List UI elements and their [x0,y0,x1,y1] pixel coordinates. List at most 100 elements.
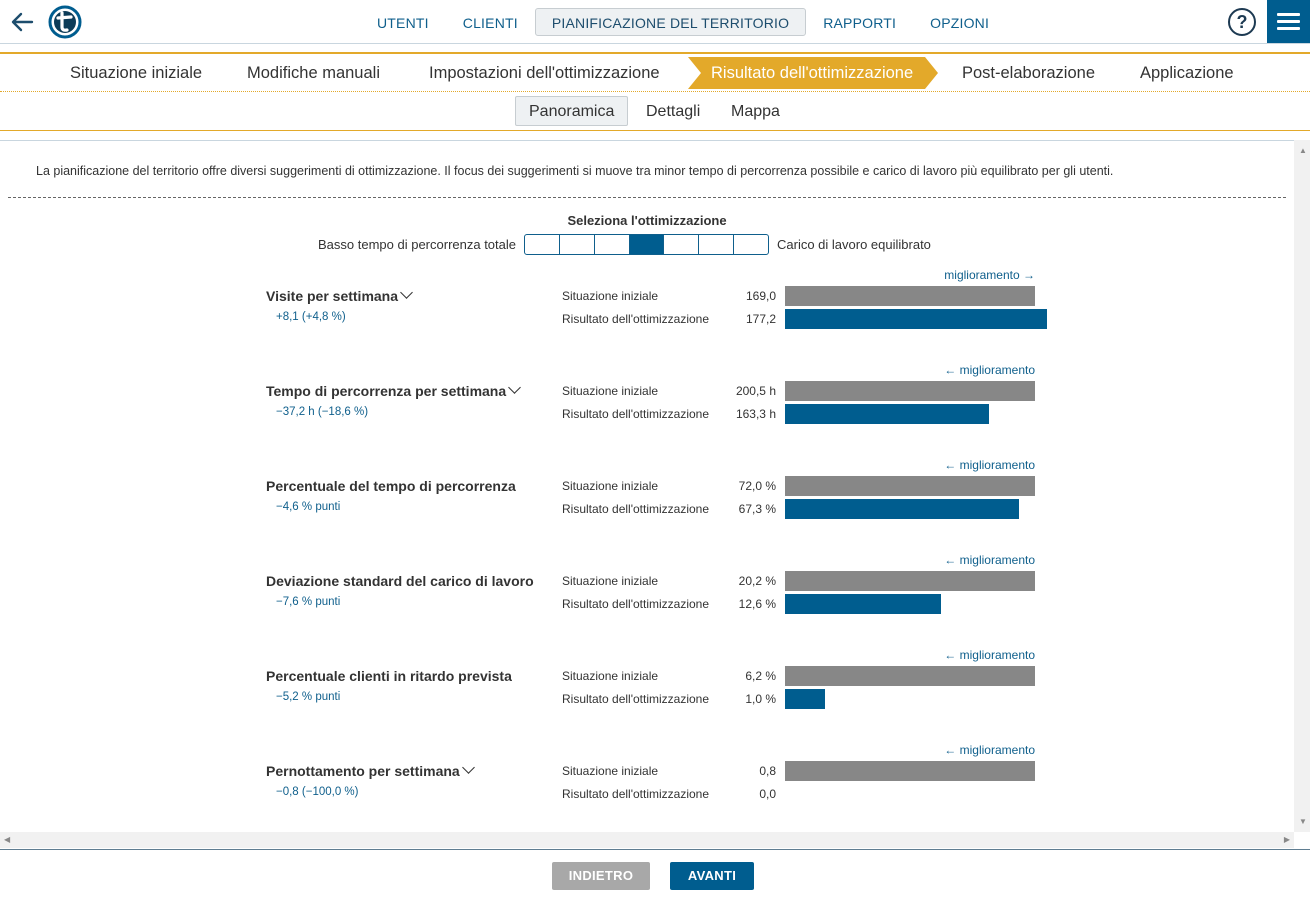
divider [8,197,1286,198]
nav-reports[interactable]: RAPPORTI [823,15,897,31]
chevron-down-icon[interactable] [461,761,475,774]
step-post-processing[interactable]: Post-elaborazione [962,64,1095,82]
metric-delta: −4,6 % punti [276,501,341,513]
process-steps: Situazione iniziale Modifiche manuali Im… [0,52,1310,92]
intro-text: La pianificazione del territorio offre d… [36,164,1114,178]
chevron-down-icon[interactable] [508,381,522,394]
initial-bar [785,666,1035,686]
nav-clients[interactable]: CLIENTI [462,15,518,31]
result-bar [785,404,989,424]
selector-segment[interactable] [629,235,665,254]
optimization-selector-title: Seleziona l'ottimizzazione [567,213,727,228]
step-optimization-result[interactable]: Risultato dell'ottimizzazione [711,64,914,82]
active-step-arrow [688,57,938,89]
metric-title-text: Deviazione standard del carico di lavoro [266,573,534,589]
initial-value: 20,2 % [738,574,776,588]
result-bar [785,689,825,709]
improvement-direction: ← miglioramento [944,553,1035,567]
initial-value: 6,2 % [745,669,776,683]
next-button[interactable]: AVANTI [670,862,754,890]
scroll-right-icon[interactable]: ▶ [1283,835,1290,844]
metric-block: ← miglioramento Deviazione standard del c… [0,553,1294,633]
initial-situation-label: Situazione iniziale [562,669,659,683]
step-manual-changes[interactable]: Modifiche manuali [247,64,380,82]
metric-delta: −5,2 % punti [276,691,341,703]
vertical-scrollbar[interactable]: ▲ ▼ [1294,140,1310,832]
result-value: 67,3 % [738,502,776,516]
selector-segment[interactable] [595,235,630,254]
initial-value: 0,8 [759,764,776,778]
initial-value: 169,0 [745,289,776,303]
metric-title-text: Percentuale del tempo di percorrenza [266,478,516,494]
improvement-direction: ← miglioramento [944,458,1035,472]
nav-territory-planning[interactable]: PIANIFICAZIONE DEL TERRITORIO [534,8,807,36]
nav-users[interactable]: UTENTI [377,15,429,31]
top-bar: UTENTI CLIENTI PIANIFICAZIONE DEL TERRIT… [0,0,1310,44]
result-bar [785,309,1047,329]
metric-title-text: Tempo di percorrenza per settimana [266,383,507,399]
metric-block: ← miglioramento Tempo di percorrenza per … [0,363,1294,443]
initial-bar [785,761,1035,781]
tab-details[interactable]: Dettagli [646,103,701,120]
step-optimization-settings[interactable]: Impostazioni dell'ottimizzazione [429,64,660,82]
scroll-left-icon[interactable]: ◀ [4,835,11,844]
metric-title-text: Percentuale clienti in ritardo prevista [266,668,512,684]
initial-situation-label: Situazione iniziale [562,289,659,303]
metric-block: ← miglioramento Pernottamento per settima… [0,743,1294,823]
overview-panel: La pianificazione del territorio offre d… [0,140,1310,850]
initial-bar [785,286,1035,306]
metric-title[interactable]: Visite per settimana [266,286,413,304]
step-initial-situation[interactable]: Situazione iniziale [70,64,203,82]
improvement-direction: ← miglioramento [944,363,1035,377]
optimization-selector[interactable] [524,234,769,255]
nav-options[interactable]: OPZIONI [930,15,990,31]
metric-title: Deviazione standard del carico di lavoro [266,573,534,589]
selector-segment[interactable] [734,235,768,254]
hamburger-menu-icon[interactable] [1267,0,1310,43]
initial-bar [785,476,1035,496]
result-value: 1,0 % [745,692,776,706]
scroll-up-icon[interactable]: ▲ [1299,146,1307,155]
tab-map[interactable]: Mappa [731,103,780,120]
metric-title[interactable]: Tempo di percorrenza per settimana [266,381,522,399]
result-value: 163,3 h [735,407,776,421]
selector-left-label: Basso tempo di percorrenza totale [318,237,516,252]
step-application[interactable]: Applicazione [1140,64,1234,82]
initial-value: 200,5 h [735,384,776,398]
optimization-result-label: Risultato dell'ottimizzazione [562,312,710,326]
metric-title-text: Visite per settimana [266,288,399,304]
metric-title[interactable]: Pernottamento per settimana [266,761,475,779]
help-icon[interactable]: ? [1228,8,1256,36]
scroll-down-icon[interactable]: ▼ [1299,817,1307,826]
optimization-result-label: Risultato dell'ottimizzazione [562,597,710,611]
app-logo[interactable] [48,5,82,39]
initial-situation-label: Situazione iniziale [562,479,659,493]
metric-block: ← miglioramento Percentuale del tempo di … [0,458,1294,538]
horizontal-scrollbar[interactable]: ◀ ▶ [0,832,1294,848]
back-arrow-icon[interactable] [8,9,36,35]
result-value: 12,6 % [738,597,776,611]
initial-bar [785,381,1035,401]
improvement-direction: miglioramento → [944,268,1035,282]
tab-overview[interactable]: Panoramica [515,96,629,126]
optimization-result-label: Risultato dell'ottimizzazione [562,407,710,421]
improvement-direction: ← miglioramento [944,648,1035,662]
result-bar [785,594,941,614]
selector-segment[interactable] [525,235,560,254]
selector-segment[interactable] [560,235,595,254]
back-button[interactable]: INDIETRO [552,862,650,890]
selector-segment[interactable] [664,235,700,254]
metric-block: ← miglioramento Percentuale clienti in ri… [0,648,1294,728]
optimization-result-label: Risultato dell'ottimizzazione [562,787,710,801]
metric-title: Percentuale del tempo di percorrenza [266,478,516,494]
initial-situation-label: Situazione iniziale [562,764,659,778]
result-value: 0,0 [759,787,776,801]
initial-situation-label: Situazione iniziale [562,384,659,398]
metric-delta: +8,1 (+4,8 %) [276,311,346,323]
initial-bar [785,571,1035,591]
selector-segment[interactable] [699,235,735,254]
chevron-down-icon[interactable] [400,286,413,299]
result-value: 177,2 [745,312,776,326]
footer: INDIETRO AVANTI [0,849,1310,902]
metric-delta: −0,8 (−100,0 %) [276,786,359,798]
